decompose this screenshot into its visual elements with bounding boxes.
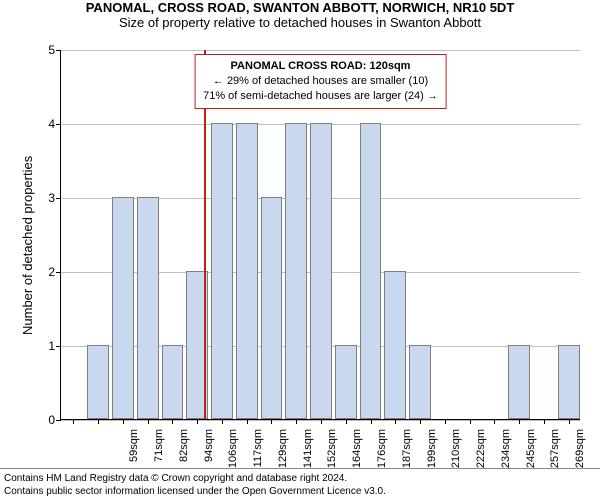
annotation-line: ← 29% of detached houses are smaller (10… [203, 74, 438, 89]
x-tick-mark [222, 419, 223, 424]
x-tick-mark [123, 419, 124, 424]
bar [162, 345, 184, 419]
grid-line [61, 50, 580, 51]
x-tick-mark [172, 419, 173, 424]
x-tick-mark [296, 419, 297, 424]
x-tick-mark [197, 419, 198, 424]
bar [236, 123, 258, 419]
bar [384, 271, 406, 419]
bar [87, 345, 109, 419]
footer-line-2: Contains public sector information licen… [4, 486, 596, 499]
x-tick-mark [470, 419, 471, 424]
footer-line-1: Contains HM Land Registry data © Crown c… [4, 473, 596, 486]
bar [360, 123, 382, 419]
plot-area: 01234559sqm71sqm82sqm94sqm106sqm117sqm12… [60, 50, 580, 420]
chart-subtitle: Size of property relative to detached ho… [0, 15, 600, 30]
x-tick-mark [271, 419, 272, 424]
x-tick-mark [494, 419, 495, 424]
y-axis-label: Number of detached properties [20, 156, 35, 335]
bar [285, 123, 307, 419]
x-tick-mark [98, 419, 99, 424]
y-tick-label: 0 [48, 413, 61, 427]
x-tick-mark [569, 419, 570, 424]
bar [409, 345, 431, 419]
annotation-line: PANOMAL CROSS ROAD: 120sqm [203, 59, 438, 74]
y-tick-label: 3 [48, 191, 61, 205]
annotation-line: 71% of semi-detached houses are larger (… [203, 89, 438, 104]
x-tick-mark [73, 419, 74, 424]
bar [112, 197, 134, 419]
bar [558, 345, 580, 419]
bar [335, 345, 357, 419]
bar [137, 197, 159, 419]
bar [310, 123, 332, 419]
x-tick-mark [445, 419, 446, 424]
footer: Contains HM Land Registry data © Crown c… [0, 468, 600, 500]
bar [211, 123, 233, 419]
chart-title: PANOMAL, CROSS ROAD, SWANTON ABBOTT, NOR… [0, 0, 600, 15]
bar [261, 197, 283, 419]
annotation-box: PANOMAL CROSS ROAD: 120sqm← 29% of detac… [194, 54, 447, 109]
plot-container: 01234559sqm71sqm82sqm94sqm106sqm117sqm12… [60, 50, 580, 420]
y-tick-label: 5 [48, 43, 61, 57]
x-tick-mark [395, 419, 396, 424]
x-tick-mark [371, 419, 372, 424]
x-tick-mark [519, 419, 520, 424]
bar [508, 345, 530, 419]
x-tick-mark [148, 419, 149, 424]
x-tick-mark [346, 419, 347, 424]
x-tick-mark [544, 419, 545, 424]
x-tick-mark [247, 419, 248, 424]
y-tick-label: 1 [48, 339, 61, 353]
x-tick-mark [321, 419, 322, 424]
y-tick-label: 4 [48, 117, 61, 131]
y-tick-label: 2 [48, 265, 61, 279]
x-tick-mark [420, 419, 421, 424]
